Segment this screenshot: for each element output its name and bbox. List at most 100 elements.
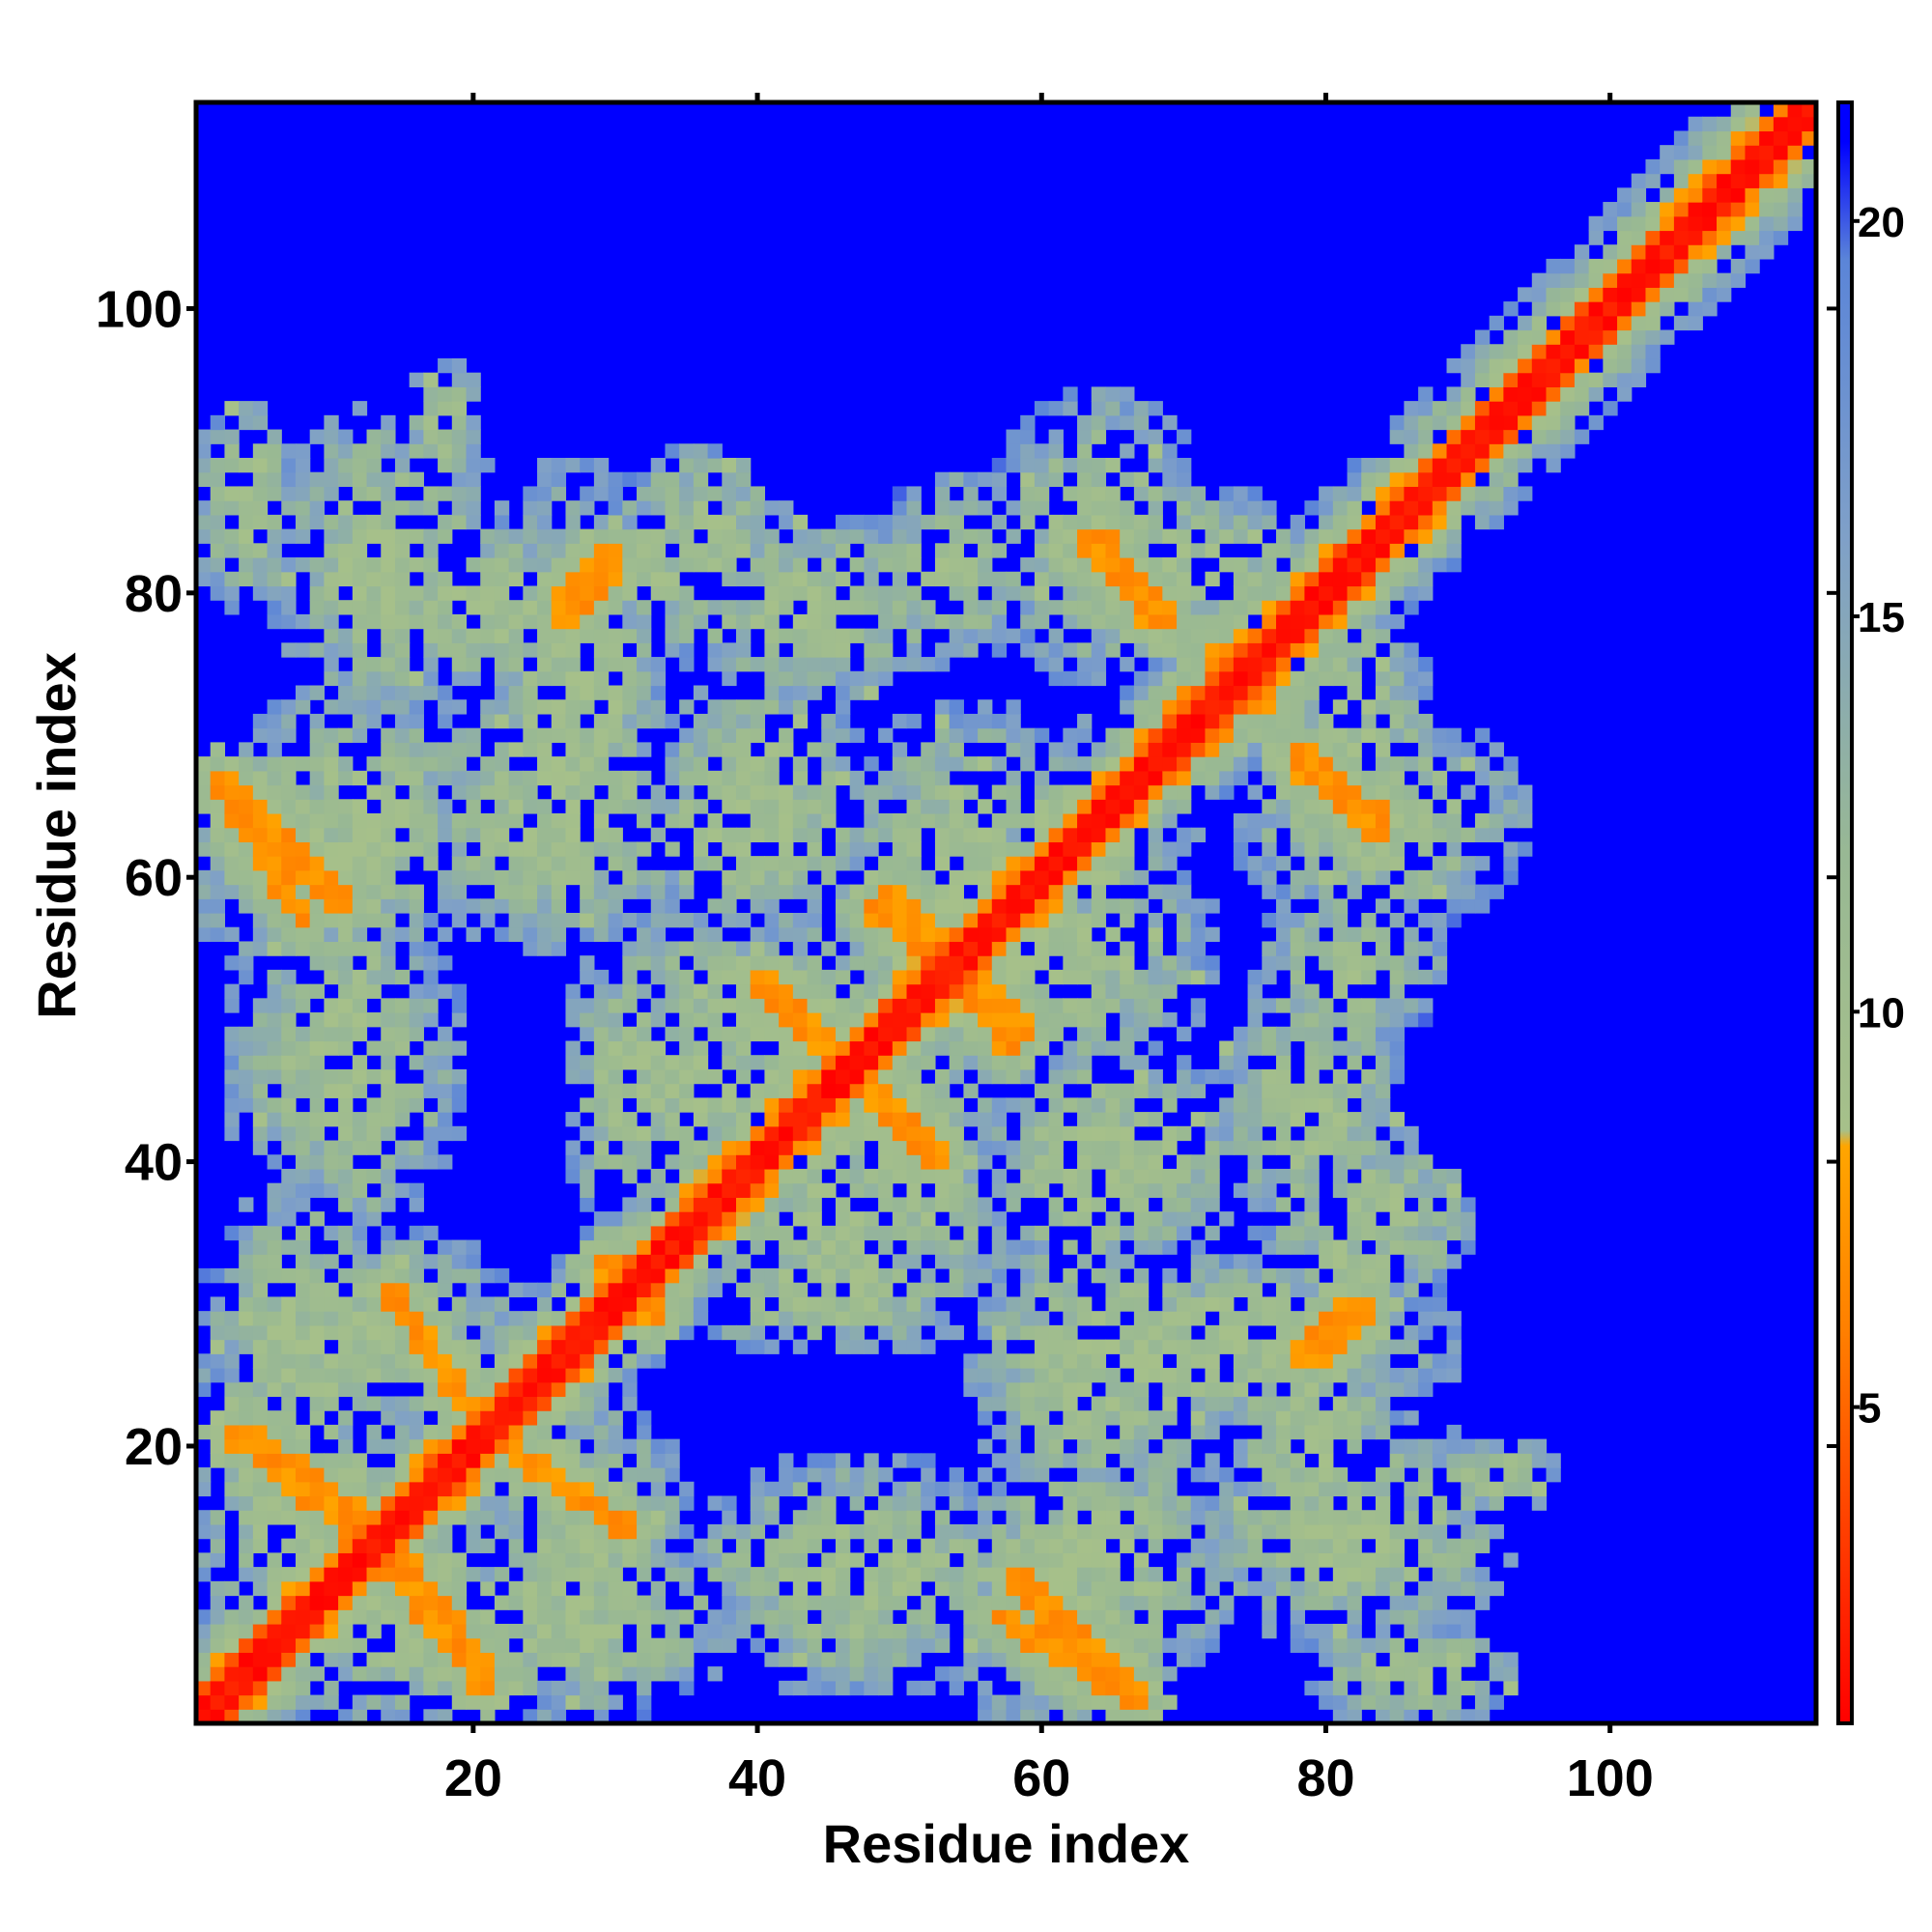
- heatmap-cell: [665, 486, 680, 501]
- heatmap-cell: [196, 1666, 212, 1682]
- heatmap-cell: [480, 1453, 496, 1468]
- heatmap-cell: [1020, 1311, 1036, 1326]
- heatmap-cell: [324, 856, 339, 871]
- heatmap-cell: [1148, 500, 1163, 516]
- heatmap-cell: [878, 1040, 894, 1056]
- heatmap-cell: [906, 799, 922, 814]
- heatmap-cell: [978, 471, 993, 488]
- heatmap-cell: [295, 841, 311, 857]
- heatmap-cell: [580, 486, 595, 501]
- heatmap-cell: [978, 1709, 993, 1724]
- heatmap-cell: [1020, 1368, 1036, 1383]
- heatmap-cell: [707, 1225, 723, 1241]
- heatmap-cell: [523, 1453, 538, 1468]
- heatmap-cell: [1020, 1453, 1036, 1468]
- heatmap-cell: [338, 998, 354, 1013]
- heatmap-cell: [551, 856, 567, 871]
- heatmap-cell: [1219, 1381, 1235, 1398]
- heatmap-cell: [523, 685, 538, 700]
- heatmap-cell: [1148, 657, 1163, 672]
- heatmap-cell: [1063, 543, 1078, 558]
- heatmap-cell: [650, 913, 667, 928]
- heatmap-cell: [352, 685, 368, 700]
- heatmap-cell: [466, 386, 481, 402]
- heatmap-cell: [580, 1595, 595, 1610]
- heatmap-cell: [821, 784, 837, 800]
- heatmap-cell: [1034, 998, 1050, 1013]
- heatmap-cell: [792, 642, 809, 658]
- heatmap-cell: [366, 557, 382, 573]
- heatmap-cell: [324, 941, 339, 956]
- heatmap-cell: [764, 1012, 780, 1028]
- heatmap-cell: [665, 1197, 680, 1212]
- heatmap-cell: [1133, 1623, 1150, 1639]
- heatmap-cell: [451, 699, 468, 715]
- heatmap-cell: [1162, 699, 1178, 715]
- heatmap-cell: [423, 1595, 439, 1610]
- heatmap-cell: [394, 1709, 411, 1724]
- heatmap-cell: [366, 1339, 382, 1354]
- heatmap-cell: [494, 571, 510, 587]
- heatmap-cell: [224, 401, 240, 416]
- heatmap-cell: [1077, 1055, 1093, 1070]
- heatmap-cell: [1034, 443, 1050, 459]
- heatmap-cell: [807, 600, 822, 615]
- heatmap-cell: [309, 1381, 325, 1398]
- heatmap-cell: [267, 1481, 282, 1497]
- heatmap-cell: [665, 1296, 680, 1312]
- heatmap-cell: [1205, 1410, 1220, 1426]
- heatmap-cell: [381, 1495, 396, 1511]
- heatmap-cell: [750, 998, 766, 1013]
- heatmap-cell: [1006, 856, 1021, 871]
- heatmap-cell: [991, 941, 1008, 956]
- heatmap-cell: [849, 1680, 865, 1696]
- heatmap-cell: [835, 1012, 851, 1028]
- heatmap-cell: [821, 1068, 837, 1085]
- heatmap-cell: [764, 1552, 780, 1568]
- heatmap-cell: [1276, 1453, 1292, 1468]
- heatmap-cell: [1020, 1140, 1036, 1155]
- heatmap-cell: [921, 1026, 936, 1042]
- heatmap-cell: [210, 1580, 226, 1597]
- heatmap-cell: [352, 699, 368, 715]
- heatmap-cell: [1177, 1567, 1192, 1582]
- heatmap-cell: [1148, 812, 1163, 829]
- heatmap-cell: [551, 699, 567, 715]
- heatmap-cell: [1063, 1296, 1078, 1312]
- heatmap-cell: [423, 1637, 439, 1653]
- heatmap-cell: [593, 898, 610, 914]
- heatmap-cell: [480, 1438, 496, 1454]
- heatmap-cell: [423, 841, 439, 857]
- heatmap-cell: [622, 1282, 638, 1298]
- heatmap-cell: [551, 1368, 567, 1383]
- heatmap-cell: [1205, 1368, 1220, 1383]
- heatmap-cell: [807, 913, 822, 928]
- heatmap-cell: [665, 1026, 680, 1042]
- heatmap-cell: [324, 1168, 339, 1184]
- heatmap-cell: [565, 1595, 581, 1610]
- heatmap-cell: [750, 528, 766, 544]
- heatmap-cell: [267, 1453, 282, 1468]
- heatmap-cell: [1034, 1623, 1050, 1639]
- heatmap-cell: [1105, 613, 1121, 630]
- heatmap-cell: [864, 1595, 879, 1610]
- heatmap-cell: [565, 742, 581, 757]
- heatmap-cell: [295, 1026, 311, 1042]
- heatmap-cell: [736, 1097, 752, 1113]
- heatmap-cell: [864, 1680, 879, 1696]
- heatmap-cell: [1133, 585, 1150, 601]
- heatmap-cell: [1091, 841, 1107, 857]
- heatmap-cell: [281, 1538, 297, 1553]
- heatmap-cell: [637, 742, 652, 757]
- heatmap-cell: [281, 1168, 297, 1184]
- heatmap-cell: [1276, 770, 1292, 786]
- heatmap-cell: [608, 1282, 623, 1298]
- heatmap-cell: [679, 941, 695, 956]
- heatmap-cell: [1133, 1239, 1150, 1255]
- heatmap-cell: [508, 1353, 524, 1369]
- heatmap-cell: [239, 528, 254, 544]
- heatmap-cell: [864, 827, 879, 842]
- heatmap-cell: [1205, 1523, 1220, 1540]
- heatmap-cell: [309, 1637, 325, 1653]
- heatmap-cell: [991, 1652, 1008, 1667]
